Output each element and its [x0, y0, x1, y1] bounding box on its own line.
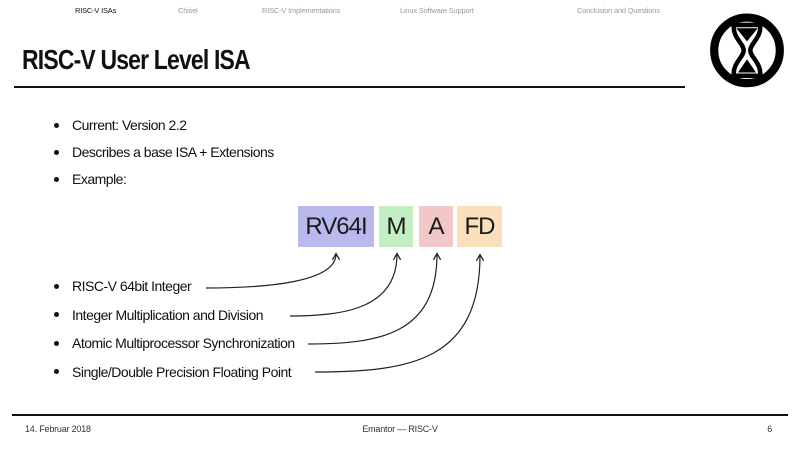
nav-item-riscv-isas[interactable]: RISC-V ISAs [75, 6, 117, 15]
nav-item-linux-software-support[interactable]: Linux Software Support [400, 6, 474, 15]
list-item: Example: [54, 170, 274, 188]
bullet-list-top: Current: Version 2.2 Describes a base IS… [54, 116, 274, 197]
bullet-label: Current: Version 2.2 [72, 117, 187, 133]
list-item: Single/Double Precision Floating Point [54, 363, 295, 381]
title-rule [14, 86, 685, 88]
bullet-label: RISC-V 64bit Integer [72, 278, 192, 294]
hourglass-logo-icon [710, 13, 784, 88]
nav-item-riscv-implementations[interactable]: RISC-V Implementations [262, 6, 341, 15]
list-item: Describes a base ISA + Extensions [54, 143, 274, 161]
list-item: Atomic Multiprocessor Synchronization [54, 334, 295, 352]
page-title: RISC-V User Level ISA [22, 44, 251, 75]
list-item: RISC-V 64bit Integer [54, 277, 295, 295]
bullet-icon [54, 369, 59, 374]
bullet-list-extensions: RISC-V 64bit Integer Integer Multiplicat… [54, 277, 295, 391]
bullet-label: Describes a base ISA + Extensions [72, 144, 274, 160]
footer-page-number: 6 [767, 424, 772, 434]
bullet-icon [54, 283, 59, 289]
bullet-icon [54, 312, 59, 317]
bullet-icon [54, 340, 59, 346]
footer-rule [12, 414, 788, 416]
bullet-label: Example: [72, 171, 127, 187]
isa-box-a: A [419, 206, 453, 247]
footer-date: 14. Februar 2018 [25, 424, 91, 434]
bullet-icon [54, 149, 59, 155]
arrow-to-fd [314, 253, 485, 373]
bullet-label: Atomic Multiprocessor Synchronization [72, 335, 295, 351]
isa-box-m: M [379, 206, 413, 247]
bullet-label: Integer Multiplication and Division [72, 306, 264, 323]
bullet-icon [54, 122, 59, 128]
nav-item-chisel[interactable]: Chisel [178, 6, 198, 15]
isa-box-fd: FD [457, 206, 502, 247]
arrow-to-m [289, 252, 402, 317]
bullet-label: Single/Double Precision Floating Point [72, 363, 292, 380]
bullet-icon [54, 176, 59, 182]
nav-item-conclusion-questions[interactable]: Conclusion and Questions [577, 6, 660, 15]
isa-box-rv64i: RV64I [298, 206, 374, 247]
list-item: Integer Multiplication and Division [54, 306, 295, 324]
arrow-to-a [307, 252, 442, 345]
footer-author-title: Emantor — RISC-V [362, 424, 438, 434]
list-item: Current: Version 2.2 [54, 116, 274, 134]
